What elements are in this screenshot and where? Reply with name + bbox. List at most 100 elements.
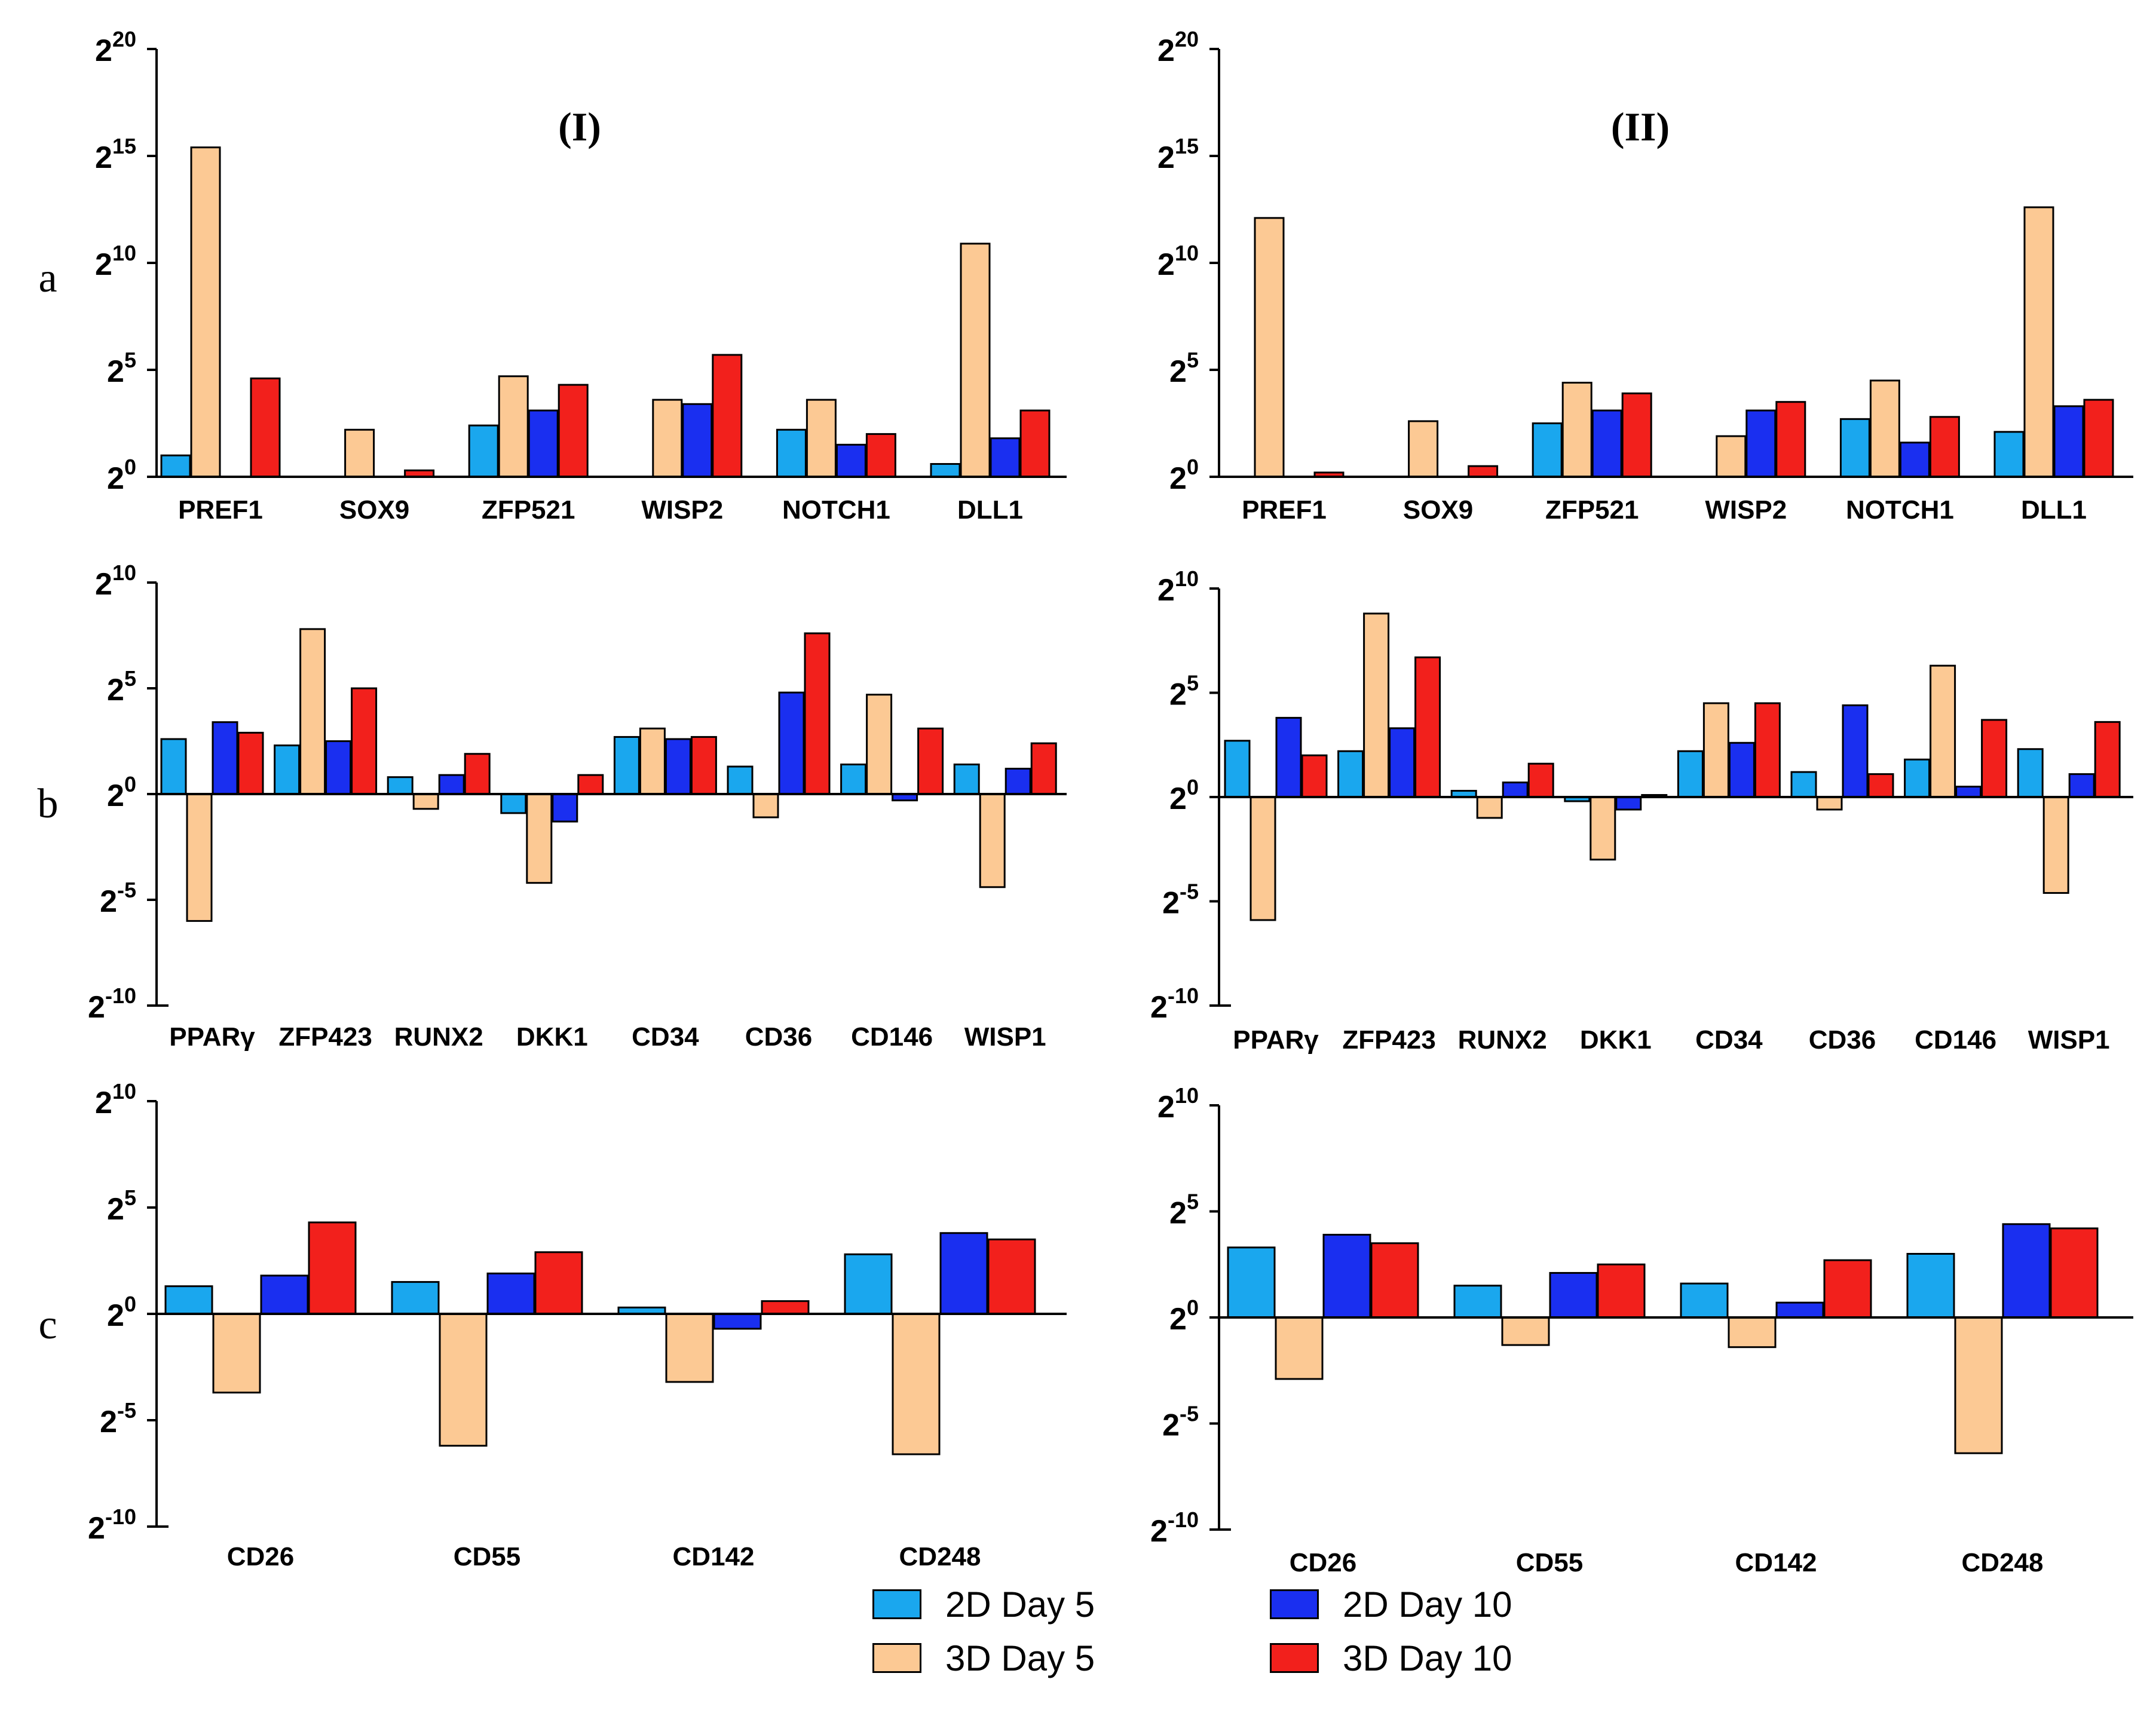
bar-a-I-PREF1-3d-day-5: [190, 146, 221, 478]
bar-c-II-CD248-3d-day-5: [1954, 1316, 2003, 1454]
legend-item-3d-day10: 3D Day 10: [1270, 1637, 1512, 1679]
bar-b-II-RUNX2-3d-day-10: [1527, 762, 1554, 798]
x-tick-label-a-I-PREF1: PREF1: [178, 495, 263, 525]
x-tick-label-c-II-CD26: CD26: [1290, 1548, 1357, 1577]
bar-a-II-NOTCH1-2d-day-5: [1839, 418, 1870, 478]
bar-b-I-DKK1-3d-day-5: [526, 793, 553, 884]
bar-b-I-CD36-2d-day-5: [727, 765, 754, 795]
bar-c-I-CD142-3d-day-5: [665, 1313, 714, 1383]
bar-b-I-PPARγ-3d-day-5: [186, 793, 213, 922]
x-tick-label-b-I-DKK1: DKK1: [516, 1022, 588, 1052]
bar-c-I-CD26-3d-day-10: [308, 1221, 357, 1315]
legend-swatch-3d-day10: [1270, 1643, 1319, 1673]
y-tick-label-a-II-0: 20: [1169, 455, 1199, 496]
chart-c-II: CD26 CD55 CD142 CD248 2-10 2-5 20 25 210: [1150, 1083, 2133, 1577]
bar-b-II-PPARγ-3d-day-5: [1250, 796, 1276, 921]
bar-c-II-CD26-3d-day-5: [1275, 1316, 1324, 1380]
bar-b-I-RUNX2-2d-day-10: [438, 774, 465, 795]
bar-b-I-CD34-2d-day-5: [613, 736, 640, 795]
y-tick-label-b-I--5: 2-5: [100, 878, 136, 919]
x-tick-label-a-II-WISP2: WISP2: [1705, 495, 1787, 525]
x-tick-label-b-I-RUNX2: RUNX2: [394, 1022, 483, 1052]
bar-a-I-DLL1-2d-day-10: [990, 437, 1021, 478]
x-tick-label-c-I-CD248: CD248: [899, 1542, 981, 1571]
bar-a-II-NOTCH1-3d-day-10: [1929, 416, 1960, 478]
bar-c-I-CD26-2d-day-5: [164, 1285, 213, 1315]
x-tick-label-a-I-WISP2: WISP2: [641, 495, 723, 525]
bar-b-I-DKK1-3d-day-10: [577, 774, 604, 795]
x-tick-label-c-II-CD248: CD248: [1962, 1548, 2044, 1577]
chart-a-II: PREF1 SOX9 ZFP521 WISP2 NOTCH1 DLL1 20 25 210 215…: [1157, 27, 2133, 525]
x-tick-label-b-II-DKK1: DKK1: [1580, 1025, 1652, 1055]
legend-item-2d-day5: 2D Day 5: [872, 1583, 1095, 1625]
legend-item-2d-day10: 2D Day 10: [1270, 1583, 1512, 1625]
bar-a-I-DLL1-2d-day-5: [930, 463, 961, 478]
bar-b-I-DKK1-2d-day-10: [552, 793, 578, 823]
row-label-c: c: [38, 1302, 57, 1348]
x-tick-label-b-II-WISP1: WISP1: [2028, 1025, 2110, 1055]
bar-a-I-ZFP521-3d-day-5: [498, 375, 529, 478]
y-tick-label-a-I-15: 215: [95, 134, 136, 175]
bar-b-II-DKK1-3d-day-5: [1590, 796, 1616, 861]
y-tick-label-a-II-15: 215: [1157, 134, 1199, 175]
y-tick-label-c-I--5: 2-5: [100, 1398, 136, 1439]
bar-b-I-RUNX2-3d-day-5: [412, 793, 439, 810]
bar-b-II-CD34-3d-day-5: [1702, 702, 1729, 798]
bar-b-II-PPARγ-2d-day-5: [1224, 740, 1251, 798]
x-tick-label-b-I-ZFP423: ZFP423: [278, 1022, 372, 1052]
y-tick-label-a-I-10: 210: [95, 241, 136, 282]
y-tick-label-c-I-10: 210: [95, 1079, 136, 1120]
bar-c-II-CD142-2d-day-10: [1775, 1301, 1824, 1319]
bar-c-I-CD142-3d-day-10: [761, 1300, 810, 1315]
bar-b-II-CD36-3d-day-5: [1816, 796, 1843, 811]
bar-b-II-PPARγ-2d-day-10: [1275, 716, 1302, 798]
y-tick-label-c-I-0: 20: [107, 1292, 136, 1333]
bar-a-I-ZFP521-3d-day-10: [558, 384, 589, 478]
bar-b-II-WISP1-2d-day-5: [2017, 748, 2044, 798]
bar-c-II-CD55-2d-day-5: [1453, 1285, 1502, 1319]
legend-label-3d-day10: 3D Day 10: [1343, 1638, 1512, 1678]
y-tick-label-a-II-5: 25: [1169, 348, 1199, 389]
x-tick-label-c-II-CD55: CD55: [1516, 1548, 1584, 1577]
bar-c-II-CD248-2d-day-10: [2002, 1223, 2051, 1319]
chart-c-I: CD26 CD55 CD142 CD248 2-10 2-5 20 25 210: [88, 1079, 1067, 1571]
bar-c-II-CD26-3d-day-10: [1370, 1242, 1419, 1319]
bar-b-II-CD146-3d-day-5: [1930, 664, 1956, 798]
bar-a-I-WISP2-3d-day-10: [712, 354, 743, 478]
bar-a-II-ZFP521-3d-day-5: [1561, 381, 1592, 478]
x-tick-label-b-II-RUNX2: RUNX2: [1458, 1025, 1547, 1055]
bar-c-II-CD142-2d-day-5: [1680, 1282, 1729, 1319]
bar-c-I-CD55-2d-day-10: [486, 1272, 535, 1315]
y-tick-label-b-II--10: 2-10: [1150, 983, 1199, 1025]
bar-c-II-CD55-3d-day-10: [1597, 1263, 1646, 1319]
bar-a-II-NOTCH1-2d-day-10: [1899, 442, 1930, 478]
bar-a-I-ZFP521-2d-day-10: [528, 409, 559, 478]
bar-c-II-CD142-3d-day-10: [1823, 1259, 1872, 1319]
bar-a-I-PREF1-2d-day-5: [160, 454, 191, 478]
row-label-b: b: [38, 781, 59, 827]
x-tick-label-a-II-PREF1: PREF1: [1242, 495, 1327, 525]
bar-b-I-PPARγ-2d-day-10: [212, 721, 238, 795]
y-tick-label-a-II-10: 210: [1157, 241, 1199, 282]
x-tick-label-b-II-CD34: CD34: [1695, 1025, 1763, 1055]
y-tick-label-b-I-10: 210: [95, 560, 136, 602]
y-tick-label-c-II-0: 20: [1169, 1295, 1199, 1337]
y-tick-label-b-I--10: 2-10: [88, 983, 136, 1025]
bar-c-II-CD26-2d-day-5: [1227, 1246, 1276, 1319]
bar-b-II-CD36-3d-day-10: [1867, 773, 1894, 798]
bar-b-I-PPARγ-2d-day-5: [160, 738, 187, 795]
x-tick-label-a-II-ZFP521: ZFP521: [1545, 495, 1639, 525]
bar-a-I-DLL1-3d-day-10: [1019, 409, 1051, 478]
bar-a-I-NOTCH1-2d-day-10: [835, 443, 866, 478]
bar-c-I-CD26-2d-day-10: [260, 1274, 309, 1315]
legend-swatch-2d-day10: [1270, 1589, 1319, 1619]
panel-title-a-I: (I): [558, 104, 601, 149]
bar-a-I-ZFP521-2d-day-5: [468, 424, 499, 478]
bar-c-II-CD248-3d-day-10: [2050, 1227, 2099, 1319]
x-tick-label-b-I-CD146: CD146: [851, 1022, 933, 1052]
bar-a-II-DLL1-2d-day-10: [2053, 405, 2084, 478]
bar-a-I-NOTCH1-3d-day-10: [865, 433, 896, 478]
bar-c-I-CD248-3d-day-5: [892, 1313, 941, 1455]
bar-a-I-WISP2-3d-day-5: [652, 399, 683, 478]
bar-b-II-CD34-2d-day-10: [1728, 741, 1755, 798]
